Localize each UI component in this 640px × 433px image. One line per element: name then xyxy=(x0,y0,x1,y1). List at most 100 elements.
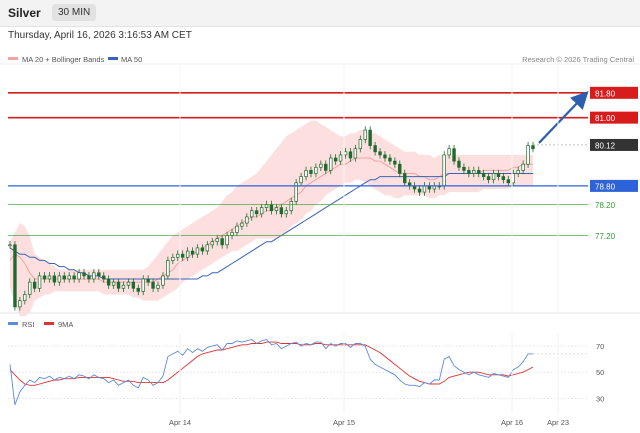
candle xyxy=(210,238,214,249)
candle xyxy=(496,169,501,181)
candle-body xyxy=(13,244,17,308)
candle-body xyxy=(67,275,71,280)
candle xyxy=(171,253,175,265)
candle-body xyxy=(225,235,229,246)
candle-body xyxy=(343,151,348,156)
level-label-green: 78.20 xyxy=(595,201,616,210)
candle-body xyxy=(491,173,496,181)
candle-body xyxy=(28,281,32,295)
candle xyxy=(92,269,96,283)
candle-body xyxy=(324,163,328,171)
candle xyxy=(254,206,259,218)
candle-body xyxy=(47,275,52,280)
candle-body xyxy=(516,170,520,174)
candle-body xyxy=(180,253,185,258)
x-tick-label: Apr 16 xyxy=(501,418,523,427)
candle xyxy=(18,296,22,311)
candle-body xyxy=(146,278,150,283)
candle-body xyxy=(368,129,372,146)
level-tag-resistance xyxy=(590,86,638,99)
candle-body xyxy=(171,256,175,261)
candle xyxy=(205,241,210,255)
candle-body xyxy=(299,176,303,184)
candle xyxy=(102,272,106,283)
candle xyxy=(8,241,12,249)
candle xyxy=(106,275,111,289)
candle xyxy=(526,141,530,168)
candle xyxy=(442,151,446,190)
level-label-last: 80.12 xyxy=(595,141,616,150)
candle xyxy=(378,148,382,159)
candle-body xyxy=(52,275,57,283)
candle-body xyxy=(23,294,27,302)
candle xyxy=(200,244,205,255)
candle xyxy=(131,278,136,293)
candle-body xyxy=(92,272,96,280)
candle xyxy=(121,281,126,293)
level-label-support: 78.80 xyxy=(595,182,616,191)
candle-body xyxy=(235,225,239,233)
candle xyxy=(52,272,57,286)
candle-body xyxy=(57,275,62,283)
candle xyxy=(333,154,338,165)
candle xyxy=(304,166,308,181)
candle-body xyxy=(116,281,121,289)
candle-body xyxy=(477,170,481,174)
ma20-legend-label: MA 20 + Bollinger Bands xyxy=(22,55,105,64)
candle xyxy=(462,163,466,175)
candle xyxy=(294,179,298,206)
candle xyxy=(417,185,422,196)
candle-body xyxy=(319,163,323,168)
header-bar: Silver 30 MIN xyxy=(0,0,640,27)
x-tick-label: Apr 23 xyxy=(547,418,569,427)
candle xyxy=(156,281,160,293)
candle-body xyxy=(417,188,422,193)
candle xyxy=(259,203,264,218)
timeframe-badge[interactable]: 30 MIN xyxy=(52,4,97,21)
candle-body xyxy=(126,281,131,286)
candle xyxy=(240,219,244,230)
candle xyxy=(235,222,239,237)
level-label-green: 77.20 xyxy=(595,232,616,241)
candle-body xyxy=(358,139,363,150)
level-label-resistance: 81.80 xyxy=(595,89,616,98)
candle-body xyxy=(62,275,66,280)
ma50-legend-swatch xyxy=(108,57,118,60)
bollinger-band xyxy=(10,120,533,317)
candle xyxy=(329,154,333,175)
candle-body xyxy=(274,207,279,212)
candle-body xyxy=(72,275,76,280)
candle xyxy=(126,278,131,289)
candle-body xyxy=(279,207,284,215)
candle xyxy=(32,278,37,293)
candle xyxy=(180,250,185,261)
ma9-legend-swatch xyxy=(44,322,54,325)
candle xyxy=(23,290,27,305)
candle-body xyxy=(190,250,195,255)
candle xyxy=(467,166,471,178)
candle-body xyxy=(269,204,274,212)
candle xyxy=(314,163,318,178)
candle xyxy=(82,269,86,280)
candle xyxy=(116,278,121,293)
candle xyxy=(279,203,284,218)
candle-body xyxy=(309,170,313,174)
candle-body xyxy=(245,216,249,224)
candle xyxy=(516,166,520,178)
candle-body xyxy=(151,281,155,289)
candle-body xyxy=(314,166,318,174)
candle-body xyxy=(378,151,382,156)
candle xyxy=(67,272,71,283)
candle xyxy=(57,272,62,286)
candle xyxy=(353,144,358,162)
candle-body xyxy=(501,176,506,181)
candle xyxy=(398,160,402,178)
level-label-resistance: 81.00 xyxy=(595,114,616,123)
candle-body xyxy=(121,284,126,289)
candle-body xyxy=(338,154,343,162)
candle xyxy=(452,144,456,165)
rsi-legend-swatch xyxy=(8,322,18,325)
candle-body xyxy=(141,278,145,292)
candle xyxy=(245,213,249,227)
candle-body xyxy=(205,244,210,252)
